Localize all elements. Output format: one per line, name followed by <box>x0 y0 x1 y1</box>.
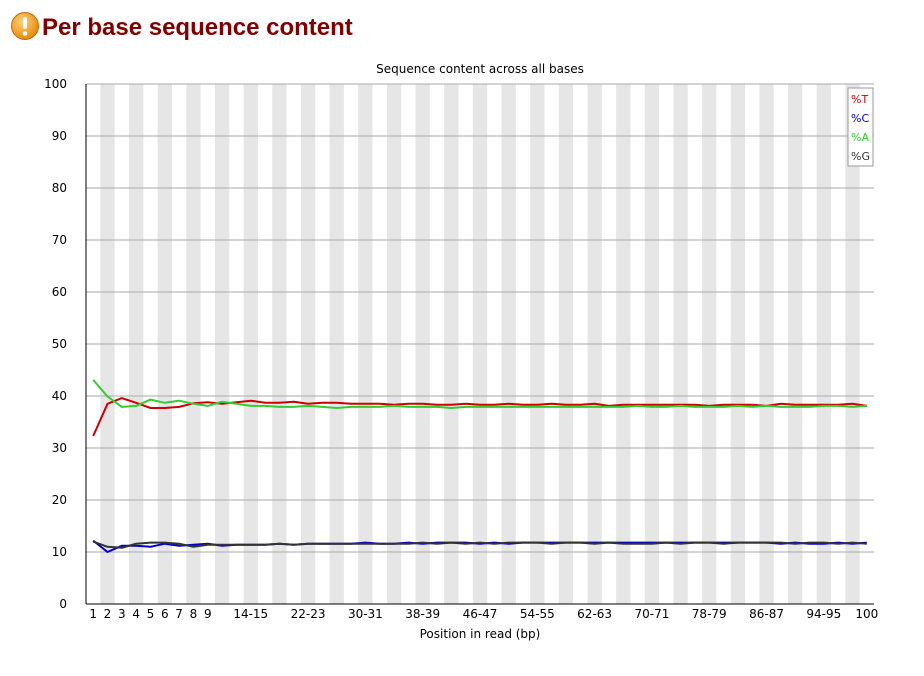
y-tick-label: 20 <box>52 493 67 507</box>
y-tick-label: 40 <box>52 389 67 403</box>
x-tick-label: 7 <box>175 607 183 621</box>
x-tick-label: 14-15 <box>233 607 268 621</box>
legend-item: %C <box>851 112 869 125</box>
x-tick-label: 100 <box>855 607 878 621</box>
legend-item: %A <box>851 131 869 144</box>
y-tick-label: 50 <box>52 337 67 351</box>
x-tick-label: 8 <box>190 607 198 621</box>
legend-item: %T <box>851 93 868 106</box>
x-tick-label: 1 <box>89 607 97 621</box>
x-tick-label: 4 <box>132 607 140 621</box>
x-tick-label: 78-79 <box>692 607 727 621</box>
series-lines <box>92 379 867 553</box>
x-tick-label: 2 <box>104 607 112 621</box>
report-header <box>10 6 40 46</box>
x-axis-label: Position in read (bp) <box>420 627 541 641</box>
x-tick-label: 62-63 <box>577 607 612 621</box>
legend: %T %C %A %G <box>847 87 874 167</box>
series-line-a <box>92 379 867 409</box>
page-title: Per base sequence content <box>42 14 353 41</box>
series-line-t <box>92 397 867 437</box>
x-tick-label: 3 <box>118 607 126 621</box>
x-tick-label: 9 <box>204 607 212 621</box>
y-tick-label: 30 <box>52 441 67 455</box>
y-tick-labels: 0 10 20 30 40 50 60 70 80 90 100 <box>44 77 67 611</box>
x-tick-label: 86-87 <box>749 607 784 621</box>
x-tick-label: 46-47 <box>463 607 498 621</box>
x-tick-label: 70-71 <box>634 607 669 621</box>
x-tick-label: 30-31 <box>348 607 383 621</box>
y-tick-label: 70 <box>52 233 67 247</box>
x-tick-labels: 1 2 3 4 5 6 7 8 9 14-15 22-23 30-31 38-39 46-47 54-55 6… <box>89 607 878 621</box>
x-tick-label: 5 <box>147 607 155 621</box>
y-tick-label: 90 <box>52 129 67 143</box>
y-tick-label: 60 <box>52 285 67 299</box>
chart-title: Sequence content across all bases <box>376 62 584 76</box>
y-tick-label: 10 <box>52 545 67 559</box>
x-tick-label: 38-39 <box>405 607 440 621</box>
x-tick-label: 22-23 <box>291 607 326 621</box>
warning-icon <box>11 12 39 40</box>
x-tick-label: 54-55 <box>520 607 555 621</box>
x-tick-label: 94-95 <box>806 607 841 621</box>
gridlines <box>86 83 874 553</box>
y-tick-label: 80 <box>52 181 67 195</box>
legend-item: %G <box>851 150 870 163</box>
series-line-g <box>92 540 867 549</box>
y-tick-label: 100 <box>44 77 67 91</box>
x-tick-label: 6 <box>161 607 169 621</box>
legend-box <box>847 87 874 167</box>
y-tick-label: 0 <box>59 597 67 611</box>
